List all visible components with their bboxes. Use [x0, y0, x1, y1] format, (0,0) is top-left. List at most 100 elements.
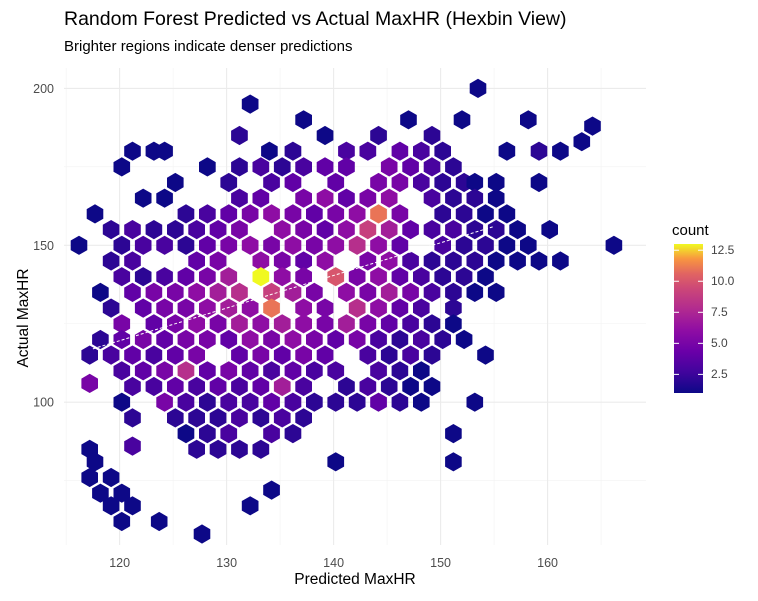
hexbin-cell: [509, 220, 526, 240]
hexbin-cell: [509, 251, 526, 271]
hexbin-cell: [348, 204, 366, 224]
hexbin-cell: [113, 329, 131, 350]
hexbin-cell: [402, 376, 419, 397]
hexbin-cell: [370, 125, 387, 146]
hexbin-cell: [455, 267, 473, 287]
hexbin-cell: [284, 424, 302, 444]
hexbin-cell: [124, 496, 141, 516]
hexbin-cell: [263, 298, 280, 318]
chart-subtitle: Brighter regions indicate denser predict…: [64, 38, 353, 55]
hexbin-cell: [261, 141, 278, 161]
hexbin-cell: [380, 376, 398, 397]
hexbin-cell: [231, 345, 248, 365]
hexbin-cell: [316, 125, 334, 146]
hexbin-cell: [370, 298, 387, 318]
hexbin-cell: [295, 267, 312, 287]
legend-tick-label: 5.0: [711, 336, 728, 351]
hexbin-cell: [295, 110, 312, 130]
hexbin-cell: [295, 157, 312, 177]
hexbin-cell: [434, 172, 451, 193]
hexbin-cell: [434, 235, 451, 255]
hexbin-cell: [156, 361, 173, 381]
hexbin-cell: [380, 314, 398, 334]
hexbin-cell: [252, 408, 270, 428]
hexbin-cell: [466, 282, 484, 302]
hexbin-cell: [124, 345, 141, 365]
x-axis-label: Predicted MaxHR: [294, 571, 416, 588]
hexbin-cell: [284, 392, 302, 412]
hexbin-cell: [273, 220, 291, 240]
hexbin-cell: [231, 439, 248, 459]
hexbin-cell: [263, 361, 280, 381]
hexbin-cell: [156, 329, 173, 350]
hexbin-cell: [584, 116, 601, 136]
hexbin-cell: [498, 141, 516, 161]
hexbin-cell: [231, 220, 248, 240]
hexbin-cell: [370, 204, 387, 224]
hexbin-cell: [199, 267, 216, 287]
hexbin-cell: [370, 172, 387, 193]
hexbin-cell: [413, 172, 430, 193]
hexbin-cell: [359, 376, 377, 397]
hexbin-cell: [284, 141, 302, 161]
hexbin-cell: [348, 298, 366, 318]
hexbin-cell: [445, 452, 462, 472]
hexbin-cell: [316, 188, 334, 208]
hexbin-cell: [124, 141, 141, 161]
hexbin-cell: [177, 361, 195, 381]
hexbin-cell: [81, 467, 98, 488]
hexbin-cell: [86, 204, 104, 224]
hexbin-cell: [145, 220, 163, 240]
hexbin-cell: [134, 329, 152, 350]
hexbin-cell: [188, 408, 205, 428]
hexbin-cell: [295, 345, 312, 365]
hexbin-cell: [380, 251, 398, 271]
hexbin-cell: [177, 424, 195, 444]
hexbin-cell: [402, 282, 419, 302]
hexbin-cell: [273, 251, 291, 271]
hexbin-cell: [273, 314, 291, 334]
hexbin-cell: [348, 267, 366, 287]
hexbin-cell: [252, 251, 270, 271]
hexbin-cell: [199, 329, 216, 350]
hexbin-cell: [263, 392, 280, 412]
hexbin-cell: [209, 251, 227, 271]
hexbin-cell: [124, 376, 141, 397]
hexbin-cell: [306, 235, 323, 255]
hexbin-cell: [391, 267, 409, 287]
hexbin-cell: [413, 361, 430, 381]
hexbin-cell: [423, 314, 441, 334]
hexbin-cell: [423, 376, 441, 397]
hexbin-cell: [199, 157, 216, 177]
hexbin-cell: [220, 329, 238, 350]
hexbin-cell: [241, 298, 259, 318]
hexbin-cell: [167, 345, 184, 365]
hexbin-cell: [167, 282, 184, 302]
hexbin-cell: [327, 267, 345, 287]
hexbin-cell: [477, 235, 494, 255]
hexbin-cell: [92, 282, 109, 302]
hexbin-cell: [445, 251, 462, 271]
hexbin-cell: [316, 251, 334, 271]
hexbin-cell: [113, 235, 131, 255]
hexbin-cell: [199, 392, 216, 412]
hexbin-cell: [338, 376, 355, 397]
hexbin-cell: [434, 141, 451, 161]
hexbin-cell: [231, 157, 248, 177]
hexbin-cell: [359, 188, 377, 208]
hexbin-cell: [113, 361, 131, 381]
legend-tick-label: 7.5: [711, 305, 728, 320]
hexbin-cell: [263, 329, 280, 350]
hexbin-cell: [295, 314, 312, 334]
hexbin-cell: [199, 361, 216, 381]
y-axis-ticks: 100 150 200: [33, 82, 54, 410]
hexbin-cell: [391, 298, 409, 318]
x-tick-label: 120: [109, 556, 130, 570]
hexbin-cell: [263, 282, 280, 302]
hexbin-cell: [453, 110, 471, 130]
hexbin-cell: [220, 267, 238, 287]
hexbin-cell: [295, 188, 312, 208]
x-tick-label: 130: [216, 556, 237, 570]
hexbin-cell: [156, 267, 173, 287]
hexbin-cell: [134, 361, 152, 381]
